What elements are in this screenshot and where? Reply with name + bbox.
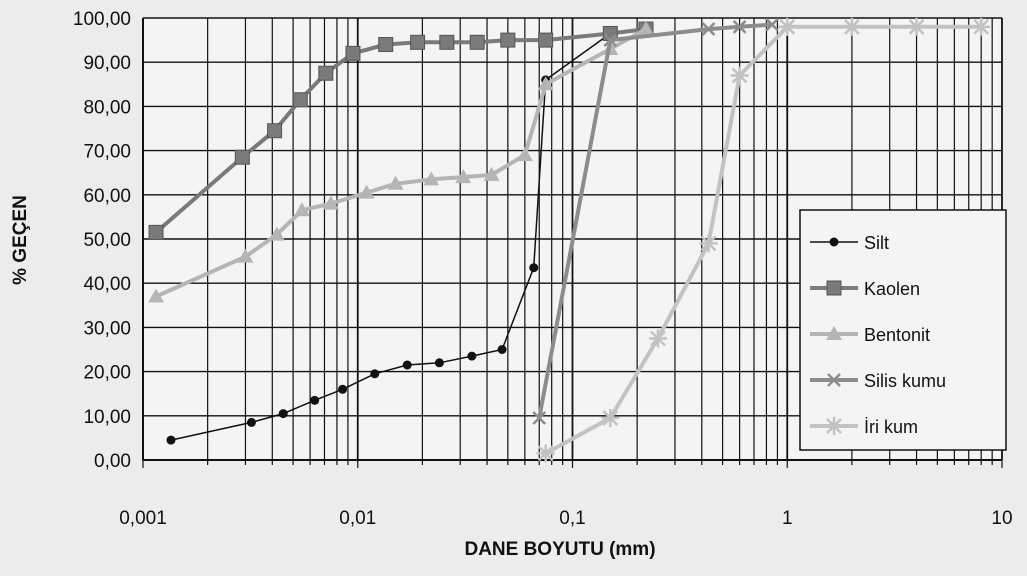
y-tick-label: 100,00: [73, 9, 131, 30]
legend-marker: [827, 373, 841, 387]
data-point: [434, 358, 444, 368]
data-point: [292, 92, 308, 108]
data-point: [246, 417, 256, 427]
legend-marker: [829, 237, 839, 247]
x-tick-label: 0,01: [339, 508, 376, 529]
data-point: [516, 147, 533, 162]
legend-item: Silis kumu: [810, 371, 946, 391]
data-point: [455, 169, 472, 184]
x-tick-label: 0,001: [119, 508, 167, 529]
y-tick-label: 60,00: [83, 186, 131, 207]
legend-label: Silt: [864, 233, 889, 253]
data-point: [603, 33, 618, 47]
series-line: [170, 28, 647, 441]
series-line: [155, 27, 647, 299]
data-point: [483, 166, 500, 181]
legend: Silt Kaolen Bentonit Silis kumu İri kum: [799, 209, 1007, 451]
legend-item: Silt: [810, 233, 889, 253]
legend-item: Kaolen: [810, 279, 920, 299]
data-point: [322, 195, 339, 210]
data-point: [529, 263, 539, 273]
data-point: [410, 34, 426, 50]
data-point: [234, 149, 250, 165]
data-point: [972, 17, 991, 36]
legend-label: Kaolen: [864, 279, 920, 299]
y-tick-label: 90,00: [83, 53, 131, 74]
y-tick-label: 40,00: [83, 274, 131, 295]
data-point: [267, 123, 283, 139]
tick-labels: 0,0010,0020,0030,0040,0050,0060,0070,008…: [73, 9, 1013, 529]
series-layer: [148, 17, 991, 463]
data-point: [601, 409, 620, 428]
legend-label: Bentonit: [864, 325, 930, 345]
data-point: [701, 22, 716, 36]
series-4: [536, 17, 991, 463]
data-point: [345, 45, 361, 61]
x-tick-label: 10: [991, 508, 1012, 529]
legend-item: İri kum: [810, 417, 918, 437]
data-point: [778, 17, 797, 36]
legend-marker: [826, 280, 842, 296]
x-tick-label: 0,1: [559, 508, 585, 529]
data-point: [358, 184, 375, 199]
data-point: [338, 384, 348, 394]
data-point: [237, 248, 254, 263]
data-point: [732, 19, 747, 34]
data-point: [497, 345, 507, 354]
data-point: [402, 360, 412, 370]
legend-marker: [826, 326, 842, 340]
data-point: [537, 76, 554, 91]
y-tick-label: 30,00: [83, 318, 131, 339]
x-tick-label: 1: [782, 508, 793, 529]
data-point: [907, 17, 926, 36]
series-3: [532, 17, 779, 425]
y-tick-label: 80,00: [83, 97, 131, 118]
data-point: [166, 435, 176, 445]
y-tick-label: 50,00: [83, 230, 131, 251]
y-tick-label: 70,00: [83, 142, 131, 163]
data-point: [648, 329, 667, 348]
data-point: [423, 171, 440, 186]
data-point: [536, 444, 555, 463]
x-axis-label: DANE BOYUTU (mm): [464, 539, 655, 560]
y-tick-label: 10,00: [83, 407, 131, 428]
data-point: [439, 34, 455, 50]
data-point: [699, 234, 718, 253]
data-point: [370, 369, 380, 379]
legend-item: Bentonit: [810, 325, 930, 345]
data-point: [310, 395, 320, 405]
data-point: [842, 17, 861, 36]
legend-label: Silis kumu: [864, 371, 946, 391]
legend-marker: [825, 417, 843, 435]
data-point: [467, 351, 477, 361]
data-point: [765, 17, 779, 32]
data-point: [638, 21, 655, 36]
y-tick-label: 0,00: [94, 451, 131, 472]
data-point: [538, 32, 554, 48]
axes: [142, 18, 1003, 468]
data-point: [148, 224, 164, 240]
data-point: [387, 175, 404, 190]
data-point: [730, 66, 749, 85]
y-tick-label: 20,00: [83, 363, 131, 384]
data-point: [318, 65, 334, 81]
data-point: [293, 202, 310, 217]
data-point: [500, 32, 516, 48]
legend-label: İri kum: [864, 417, 918, 437]
data-point: [148, 288, 165, 303]
y-axis-label: % GEÇEN: [10, 195, 31, 285]
data-point: [378, 37, 394, 53]
data-point: [469, 34, 485, 50]
data-point: [532, 411, 547, 425]
data-point: [268, 226, 285, 241]
data-point: [278, 409, 288, 419]
